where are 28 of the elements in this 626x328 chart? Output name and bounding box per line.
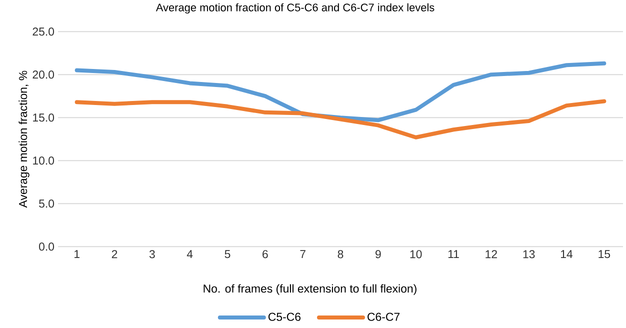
x-tick-label: 1 bbox=[74, 250, 80, 258]
x-tick-label: 4 bbox=[186, 250, 193, 258]
x-tick-label: 15 bbox=[598, 250, 610, 258]
y-tick-label: 5.0 bbox=[39, 200, 54, 208]
line-series bbox=[74, 62, 606, 122]
x-tick-label: 6 bbox=[262, 250, 268, 258]
x-tick-label: 7 bbox=[300, 250, 306, 258]
line-series bbox=[74, 99, 606, 140]
y-tick-label: 20.0 bbox=[32, 70, 54, 79]
y-tick-label: 10.0 bbox=[33, 156, 54, 165]
x-tick-label: 5 bbox=[224, 250, 230, 258]
y-tick-label: 15.0 bbox=[33, 114, 54, 122]
chart-title: Average motion fraction of C5-C6 and C6-C7 index levels bbox=[156, 4, 434, 14]
x-tick-label: 13 bbox=[523, 250, 535, 258]
x-tick-label: 3 bbox=[149, 250, 155, 258]
x-tick-label: 9 bbox=[376, 250, 381, 258]
legend-label: C5-C6 bbox=[268, 313, 300, 322]
x-tick-label: 11 bbox=[448, 250, 459, 258]
x-tick-label: 12 bbox=[486, 250, 497, 258]
x-axis-title: No. of frames (full extension to full flexion) bbox=[204, 284, 416, 296]
x-tick-label: 2 bbox=[112, 250, 118, 258]
legend-label: C6-C7 bbox=[368, 313, 400, 322]
x-tick-label: 8 bbox=[338, 250, 344, 258]
y-tick-label: 0.0 bbox=[39, 242, 54, 251]
y-axis-title: Average motion fraction, % bbox=[18, 71, 30, 208]
y-tick-label: 25.0 bbox=[32, 28, 54, 36]
x-tick-label: 10 bbox=[410, 250, 422, 258]
x-tick-label: 14 bbox=[561, 250, 573, 258]
